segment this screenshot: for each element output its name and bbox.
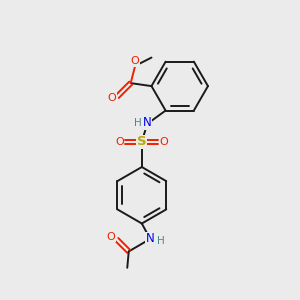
Text: N: N [143,116,152,129]
Text: O: O [106,232,115,242]
Text: O: O [115,137,124,147]
Text: O: O [160,137,169,147]
Text: O: O [108,93,116,103]
Text: H: H [134,118,142,128]
Text: N: N [146,232,154,245]
Text: H: H [157,236,164,246]
Text: S: S [137,135,147,148]
Text: O: O [131,56,140,66]
